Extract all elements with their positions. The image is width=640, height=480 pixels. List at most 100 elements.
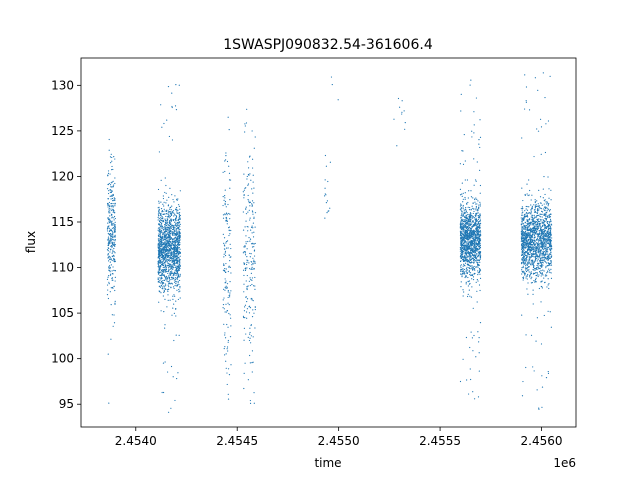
data-point <box>524 235 526 237</box>
data-point <box>172 219 175 222</box>
data-point <box>169 241 171 243</box>
data-point <box>110 287 112 289</box>
data-point <box>477 229 479 232</box>
data-point <box>467 227 470 230</box>
data-point <box>534 231 536 233</box>
data-point <box>536 200 538 202</box>
data-point <box>550 227 552 229</box>
data-point <box>178 259 180 261</box>
data-point <box>107 276 109 278</box>
data-point <box>462 224 464 226</box>
data-point <box>524 262 526 265</box>
data-point <box>171 224 173 227</box>
data-point <box>465 226 467 229</box>
data-point <box>540 240 542 242</box>
data-point <box>461 222 464 224</box>
data-point <box>539 224 541 226</box>
data-point <box>470 265 472 267</box>
data-point <box>159 250 161 252</box>
data-point <box>473 256 475 258</box>
data-point <box>107 254 109 256</box>
data-point <box>462 214 465 216</box>
data-point <box>466 257 468 259</box>
data-point <box>542 251 545 254</box>
data-point <box>538 262 540 265</box>
data-point <box>533 155 535 158</box>
data-point <box>544 260 546 262</box>
data-point <box>536 266 538 269</box>
data-point <box>171 228 174 231</box>
data-point <box>478 251 480 253</box>
data-point <box>549 239 552 241</box>
data-point <box>545 214 547 216</box>
data-point <box>476 259 478 261</box>
data-point <box>534 211 536 214</box>
data-point <box>523 216 525 219</box>
data-point <box>229 266 231 268</box>
data-point <box>166 241 168 243</box>
data-point <box>176 199 178 201</box>
data-point <box>528 269 530 271</box>
data-point <box>162 295 164 297</box>
data-point <box>169 225 171 228</box>
data-point <box>539 223 541 225</box>
data-point <box>179 235 181 237</box>
data-point <box>550 260 552 262</box>
data-point <box>469 219 472 221</box>
data-point <box>525 366 527 369</box>
data-point <box>252 336 254 338</box>
data-point <box>541 221 543 223</box>
data-point <box>249 267 251 270</box>
data-point <box>243 263 245 266</box>
data-point <box>460 248 462 250</box>
data-point <box>471 243 473 245</box>
data-point <box>537 228 539 230</box>
data-point <box>108 242 111 244</box>
data-point <box>547 234 549 237</box>
data-point <box>178 217 180 219</box>
data-point <box>174 214 176 216</box>
data-point <box>463 213 465 215</box>
data-point <box>472 239 474 241</box>
data-point <box>178 231 180 233</box>
data-point <box>106 188 109 190</box>
data-point <box>172 218 174 221</box>
data-point <box>157 229 159 231</box>
data-point <box>539 250 541 252</box>
data-point <box>163 228 165 231</box>
data-point <box>224 278 226 280</box>
data-point <box>546 272 548 274</box>
data-point <box>250 226 253 228</box>
data-point <box>546 250 548 252</box>
data-point <box>164 298 166 301</box>
data-point <box>108 283 110 285</box>
data-point <box>549 224 551 226</box>
data-point <box>523 223 525 225</box>
data-point <box>173 262 175 265</box>
data-point <box>468 216 470 218</box>
data-point <box>172 260 174 262</box>
data-point <box>465 281 467 283</box>
data-point <box>225 353 227 355</box>
data-point <box>469 236 472 239</box>
data-point <box>543 238 545 240</box>
data-point <box>177 254 179 256</box>
data-point <box>465 207 467 209</box>
data-point <box>162 235 164 237</box>
data-point <box>530 230 532 232</box>
data-point <box>548 235 550 238</box>
data-point <box>529 228 531 230</box>
data-point <box>243 173 245 175</box>
data-point <box>525 256 528 259</box>
data-point <box>543 206 546 208</box>
data-point <box>470 232 472 234</box>
data-point <box>229 292 231 294</box>
data-point <box>547 232 549 234</box>
data-point <box>535 258 537 260</box>
data-point <box>472 266 474 268</box>
data-point <box>169 212 171 214</box>
data-point <box>173 277 175 279</box>
data-point <box>541 252 544 255</box>
data-point <box>107 236 110 238</box>
data-point <box>476 244 479 246</box>
